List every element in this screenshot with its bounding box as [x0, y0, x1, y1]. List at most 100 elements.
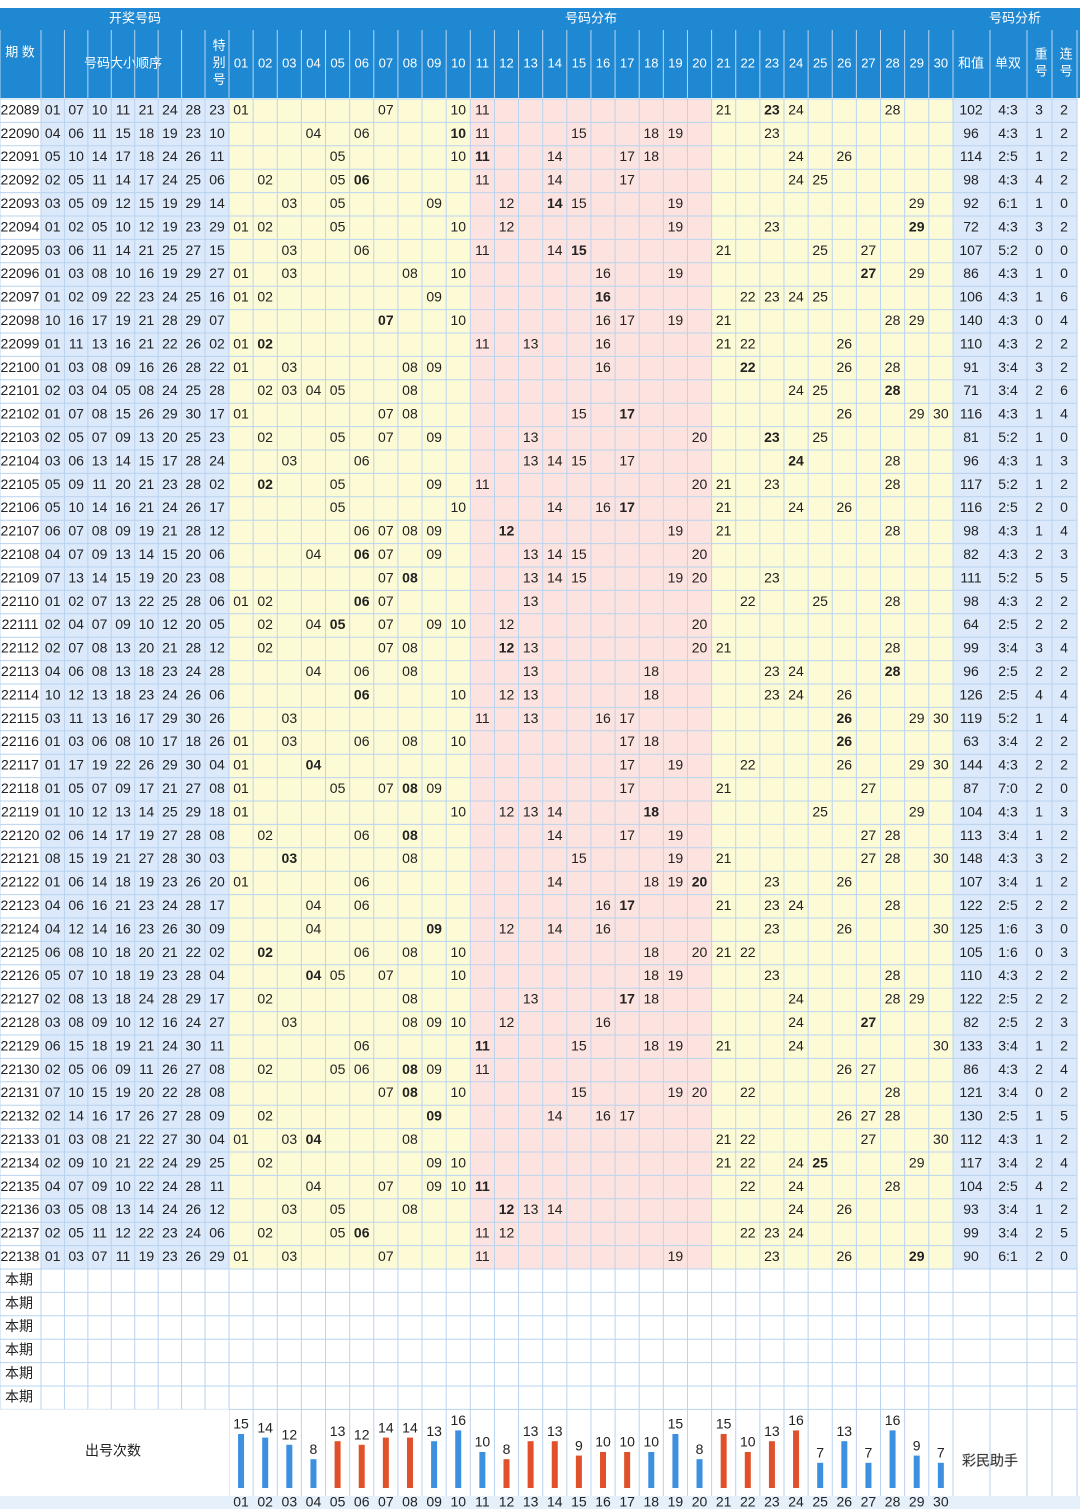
draw-number: 28: [186, 452, 202, 468]
cell-bg: [566, 1011, 591, 1035]
cell-bg: [422, 1222, 447, 1246]
cell-bg: [470, 426, 495, 450]
distribution-number: 02: [257, 640, 273, 656]
cell-bg: [783, 824, 809, 848]
distribution-number: 24: [788, 499, 804, 515]
cell-bg: [325, 894, 350, 918]
header-repeat: 重号: [1033, 46, 1048, 81]
cell-bg: [856, 496, 881, 521]
draw-number: 10: [45, 686, 61, 702]
distribution-number: 14: [547, 920, 563, 936]
cell-bg: [856, 192, 881, 216]
distribution-number: 14: [547, 569, 563, 585]
distribution-number: 10: [450, 1014, 466, 1030]
sum: 96: [963, 452, 979, 468]
draw-number: 26: [186, 335, 202, 351]
cell-bg: [687, 473, 712, 497]
draw-number: 01: [45, 1131, 61, 1147]
sum: 82: [963, 546, 979, 562]
cell-bg: [711, 333, 736, 357]
cell-bg: [639, 1152, 664, 1176]
draw-number: 30: [186, 1131, 202, 1147]
cell-bg: [301, 613, 326, 638]
draw-number: 11: [92, 125, 107, 141]
cell-bg: [711, 239, 736, 263]
consecutive: 0: [1060, 429, 1068, 445]
cell-bg: [663, 1081, 688, 1106]
cell-bg: [373, 473, 398, 497]
draw-number: 05: [45, 148, 61, 164]
distribution-number: 02: [257, 1108, 273, 1124]
draw-number: 12: [139, 1014, 155, 1030]
distribution-number: 17: [619, 780, 635, 796]
cell-bg: [856, 707, 881, 731]
cell-bg: [373, 613, 398, 638]
cell-bg: [470, 99, 495, 123]
distribution-number: 02: [257, 218, 273, 234]
repeat: 1: [1035, 265, 1043, 281]
distribution-number: 08: [402, 406, 418, 422]
draw-number: 13: [115, 1201, 131, 1217]
cell-bg: [542, 333, 567, 357]
cell-bg: [373, 918, 398, 942]
cell-bg: [759, 239, 784, 263]
cell-bg: [904, 637, 929, 661]
cell-bg: [494, 1105, 519, 1129]
cell-bg: [904, 239, 929, 263]
count-bar: [358, 1444, 365, 1488]
distribution-special: 26: [837, 710, 853, 726]
cell-bg: [711, 122, 736, 146]
cell-bg: [783, 145, 809, 170]
odd-even: 2:5: [998, 1014, 1018, 1030]
draw-number: 04: [45, 897, 61, 913]
cell-bg: [325, 824, 350, 848]
cell-bg: [373, 707, 398, 731]
cell-bg: [856, 567, 881, 591]
cell-bg: [832, 122, 857, 146]
cell-bg: [808, 333, 833, 357]
cell-bg: [518, 520, 543, 544]
odd-even: 3:4: [998, 359, 1018, 375]
draw-number: 30: [186, 757, 202, 773]
cell-bg: [615, 216, 640, 240]
draw-number: 29: [186, 803, 202, 819]
cell-bg: [663, 379, 688, 404]
cell-bg: [277, 192, 302, 216]
distribution-number: 27: [861, 242, 877, 258]
draw-number: 21: [162, 523, 178, 539]
draw-number: 15: [115, 569, 131, 585]
distribution-number: 26: [837, 499, 853, 515]
distribution-number: 05: [330, 499, 346, 515]
distribution-number: 07: [378, 101, 394, 117]
cell-bg: [953, 801, 1077, 825]
cell-bg: [832, 871, 857, 895]
distribution-number: 02: [257, 1225, 273, 1241]
cell-bg: [663, 520, 688, 544]
draw-number: 18: [139, 663, 155, 679]
cell-bg: [301, 824, 326, 848]
distribution-number: 22: [740, 289, 756, 305]
cell-bg: [953, 1081, 1077, 1106]
cell-bg: [808, 379, 833, 404]
draw-number: 21: [139, 242, 155, 258]
period: 22113: [1, 663, 39, 679]
cell-bg: [542, 637, 567, 661]
draw-number: 10: [92, 944, 108, 960]
count-label: 16: [788, 1412, 804, 1428]
draw-number: 26: [162, 359, 178, 375]
cell-bg: [735, 496, 760, 521]
cell-bg: [639, 590, 664, 614]
cell-bg: [542, 660, 567, 684]
cell-bg: [422, 239, 447, 263]
cell-bg: [880, 613, 905, 638]
cell-bg: [542, 239, 567, 263]
cell-bg: [542, 426, 567, 450]
draw-number: 19: [92, 757, 108, 773]
cell-bg: [349, 918, 374, 942]
cell-bg: [301, 192, 326, 216]
cell-bg: [759, 1152, 784, 1176]
cell-bg: [783, 777, 809, 801]
cell-bg: [542, 1128, 567, 1152]
repeat: 4: [1035, 686, 1043, 702]
cell-bg: [422, 590, 447, 614]
